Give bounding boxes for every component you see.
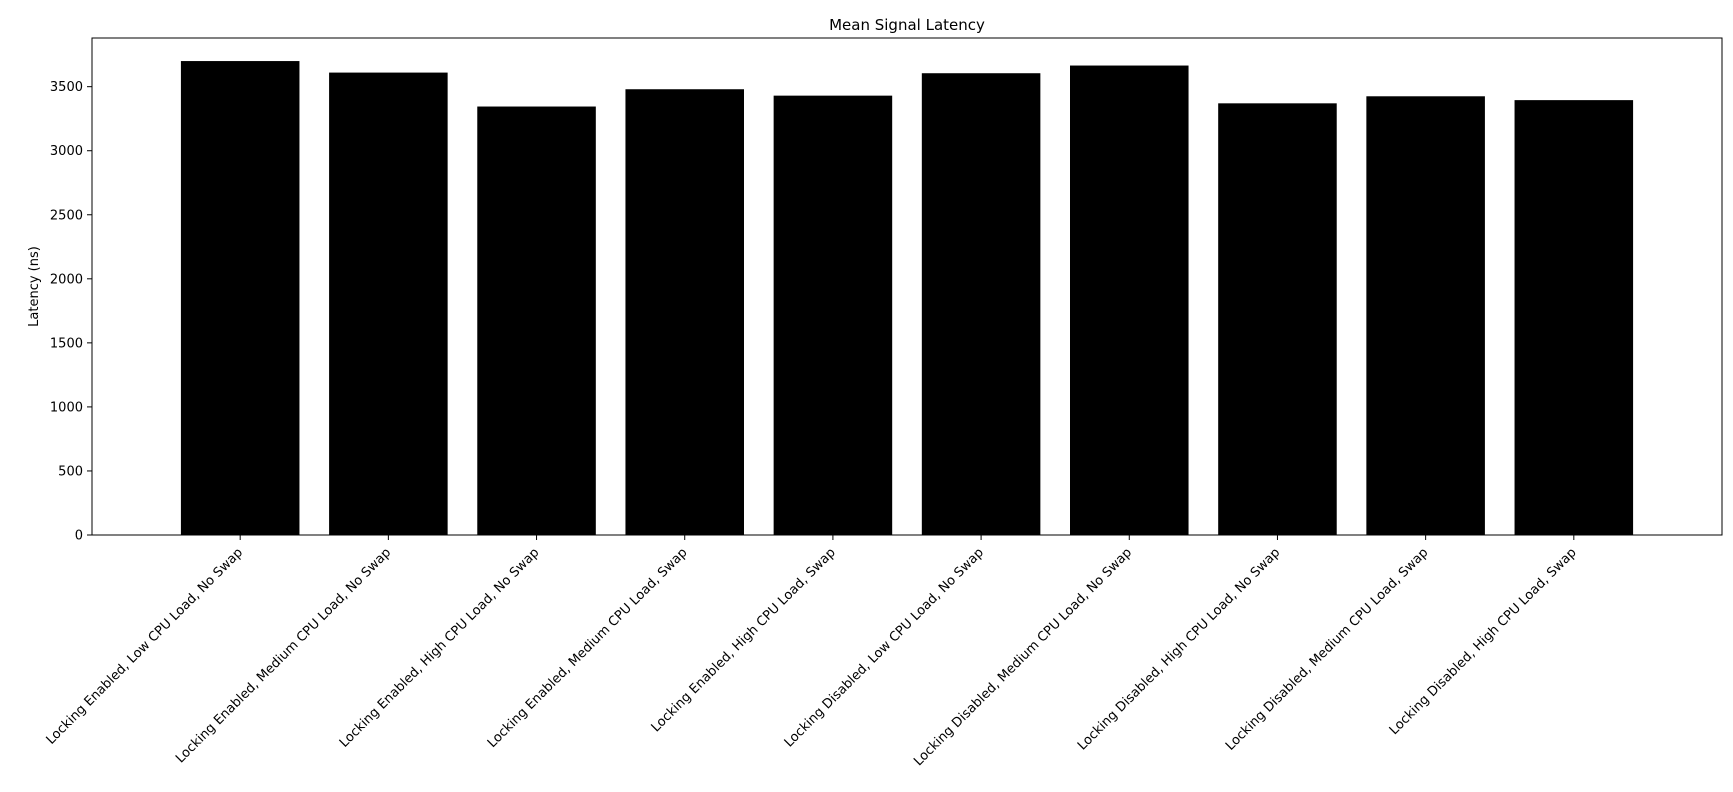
bar xyxy=(773,95,893,535)
y-tick-label: 1000 xyxy=(50,400,83,415)
bar xyxy=(1218,103,1337,535)
y-tick-label: 2500 xyxy=(50,208,83,223)
y-tick-label: 0 xyxy=(75,529,83,544)
chart-title: Mean Signal Latency xyxy=(829,16,985,34)
plot-frame xyxy=(91,37,1723,536)
y-tick-label: 3500 xyxy=(50,80,83,95)
bar xyxy=(477,106,596,536)
y-axis-ticks: 0 500 1000 1500 2000 2500 3000 3500 xyxy=(50,80,92,544)
y-axis-label: Latency (ns) xyxy=(27,246,42,327)
bar xyxy=(1070,65,1189,535)
bar xyxy=(625,89,744,535)
x-tick-label: Locking Enabled, High CPU Load, Swap xyxy=(649,545,839,735)
y-tick-label: 3000 xyxy=(50,144,83,159)
y-tick-label: 2000 xyxy=(50,272,83,287)
bar xyxy=(180,61,300,535)
y-tick-label: 500 xyxy=(58,464,83,479)
bar xyxy=(329,72,448,535)
x-axis-ticks: Locking Enabled, Low CPU Load, No SwapLo… xyxy=(44,535,1580,769)
bar xyxy=(921,73,1041,535)
bar xyxy=(1514,100,1634,535)
bar xyxy=(1366,96,1485,535)
x-tick-label: Locking Disabled, High CPU Load, Swap xyxy=(1387,545,1580,738)
bars-group xyxy=(180,61,1634,536)
y-tick-label: 1500 xyxy=(50,336,83,351)
